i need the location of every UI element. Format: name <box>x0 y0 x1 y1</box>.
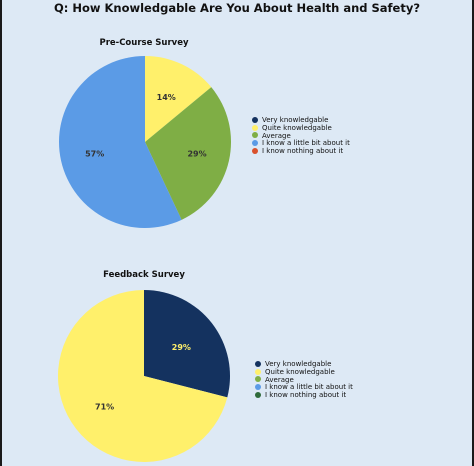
frame-left-border <box>0 0 2 466</box>
pie-label-1-very-knowledgable: 29% <box>172 343 191 352</box>
legend-feedback: Very knowledgable Quite knowledgable Avera… <box>255 360 353 399</box>
legend-item-i-know-a-little-bit-about-it: I know a little bit about it <box>252 139 350 147</box>
chart-title-pre-course: Pre-Course Survey <box>99 38 189 48</box>
pie-slice-0-i-know-a-little-bit-about-it <box>58 56 182 228</box>
pie-slice-0-average <box>145 87 231 220</box>
legend-swatch <box>255 360 261 367</box>
legend-swatch <box>252 124 258 131</box>
legend-swatch <box>252 116 258 123</box>
legend-label: I know nothing about it <box>265 391 347 400</box>
pie-slice-0-quite-knowledgable <box>145 56 212 142</box>
legend-item-average: Average <box>252 132 350 140</box>
legend-item-very-knowledgable: Very knowledgable <box>255 360 353 368</box>
legend-label: I know a little bit about it <box>262 139 350 148</box>
legend-swatch <box>255 376 261 383</box>
legend-label: Average <box>262 131 291 140</box>
pie-slice-1-very-knowledgable <box>144 290 230 398</box>
legend-swatch <box>252 140 258 147</box>
legend-item-very-knowledgable: Very knowledgable <box>252 116 350 124</box>
legend-label: Quite knowledgable <box>265 367 335 376</box>
pie-label-1-quite-knowledgable: 71% <box>95 403 114 412</box>
legend-swatch <box>255 384 261 391</box>
legend-label: Very knowledgable <box>265 359 332 368</box>
legend-item-average: Average <box>255 376 353 384</box>
pie-slice-1-quite-knowledgable <box>58 290 228 463</box>
chart-title-feedback: Feedback Survey <box>103 270 185 280</box>
legend-item-i-know-nothing-about-it: I know nothing about it <box>255 391 353 399</box>
legend-label: I know nothing about it <box>262 147 344 156</box>
pie-label-0-average: 29% <box>187 150 206 159</box>
pie-label-0-quite-knowledgable: 14% <box>157 93 176 102</box>
legend-item-i-know-a-little-bit-about-it: I know a little bit about it <box>255 383 353 391</box>
legend-label: I know a little bit about it <box>265 383 353 392</box>
legend-label: Very knowledgable <box>262 115 329 124</box>
legend-item-quite-knowledgable: Quite knowledgable <box>255 368 353 376</box>
legend-label: Average <box>265 375 294 384</box>
page-title: Q: How Knowledgable Are You About Health… <box>53 1 421 15</box>
legend-swatch <box>255 392 261 399</box>
legend-item-quite-knowledgable: Quite knowledgable <box>252 124 350 132</box>
legend-item-i-know-nothing-about-it: I know nothing about it <box>252 147 350 155</box>
legend-label: Quite knowledgable <box>262 123 332 132</box>
frame-right-border <box>472 0 474 466</box>
legend-swatch <box>252 132 258 139</box>
pie-label-0-i-know-a-little-bit-about-it: 57% <box>85 149 104 158</box>
legend-swatch <box>252 148 258 155</box>
legend-swatch <box>255 368 261 375</box>
legend-pre-course: Very knowledgable Quite knowledgable Avera… <box>252 116 350 155</box>
